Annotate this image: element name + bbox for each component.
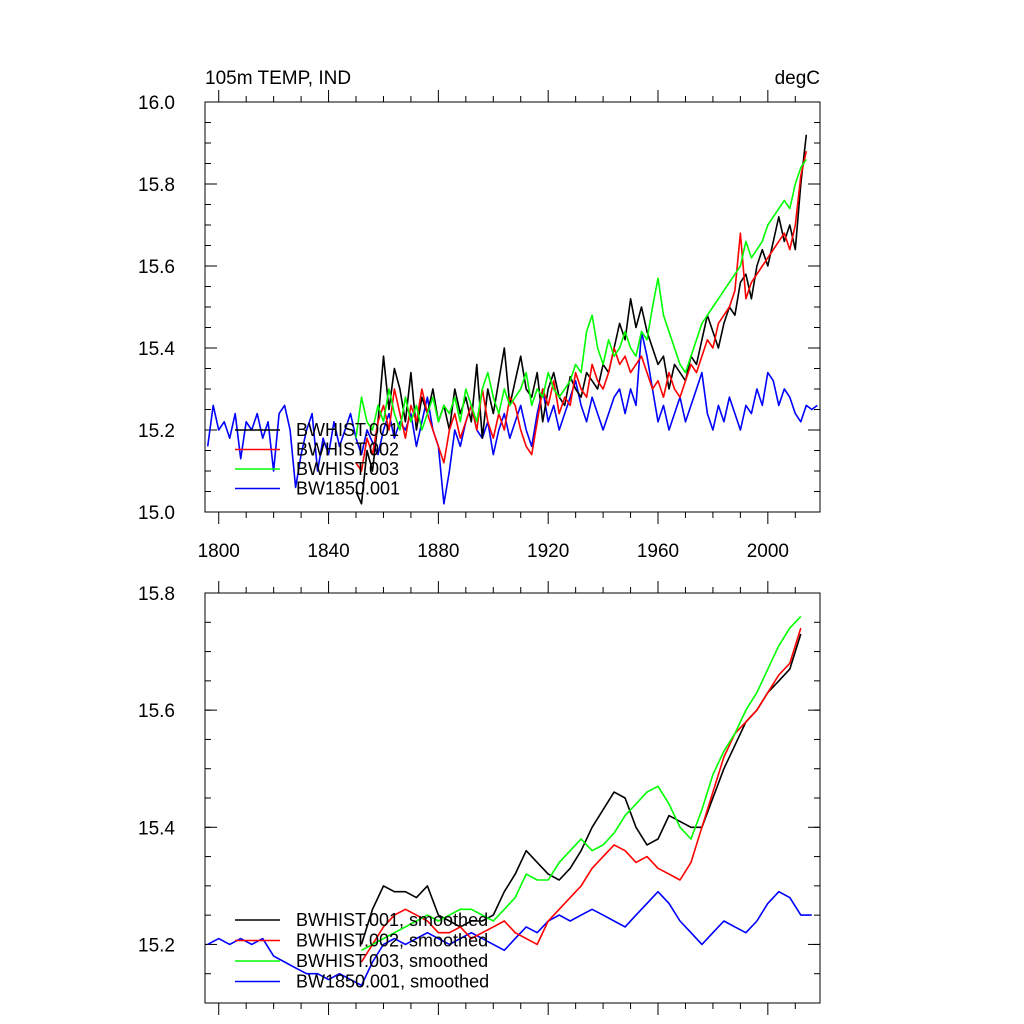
legend-label: BWHIST.001 (296, 420, 399, 440)
legend-label: BWHIST.002 (296, 440, 399, 460)
y-tick-label: 15.2 (138, 935, 175, 956)
legend-label: BW1850.001 (296, 479, 400, 499)
y-tick-label: 15.4 (138, 339, 175, 360)
series-line-bwhist-003 (355, 158, 807, 439)
y-tick-label: 16.0 (138, 93, 175, 114)
chart-title: 105m TEMP, IND (205, 68, 351, 89)
y-tick-label: 15.6 (138, 701, 175, 722)
x-tick-label: 2000 (747, 541, 789, 562)
series-line-bwhist-001-smoothed (360, 633, 802, 945)
legend-label: BWHIST.003, smoothed (296, 951, 488, 971)
y-tick-label: 15.8 (138, 175, 175, 196)
y-tick-label: 15.8 (138, 584, 175, 605)
x-tick-label: 1920 (527, 541, 569, 562)
y-tick-label: 15.0 (138, 503, 175, 524)
y-tick-label: 15.6 (138, 257, 175, 278)
series-line-bw1850-001-smoothed (207, 890, 812, 987)
legend-label: BW1850.001, smoothed (296, 972, 489, 992)
series-line-bwhist-003-smoothed (361, 615, 802, 952)
legend-label: BWHIST.001, smoothed (296, 910, 488, 930)
y-tick-label: 15.4 (138, 818, 175, 839)
x-tick-label: 1880 (417, 541, 459, 562)
x-tick-label: 1960 (637, 541, 679, 562)
legend-label: BWHIST.002, smoothed (296, 931, 488, 951)
y-tick-label: 15.2 (138, 421, 175, 442)
series-line-bwhist-002-smoothed (360, 627, 802, 963)
series-line-bwhist-001 (355, 134, 808, 505)
x-tick-label: 1800 (198, 541, 240, 562)
chart-units: degC (775, 68, 820, 89)
series-line-bw1850-001 (206, 330, 818, 505)
x-tick-label: 1840 (307, 541, 349, 562)
top-panel: 15.0 15.2 15.4 15.6 15.8 16.0 1800 1840 1880 1920… (138, 90, 821, 562)
legend-label: BWHIST.003 (296, 459, 399, 479)
series-line-bwhist-002 (355, 151, 808, 472)
